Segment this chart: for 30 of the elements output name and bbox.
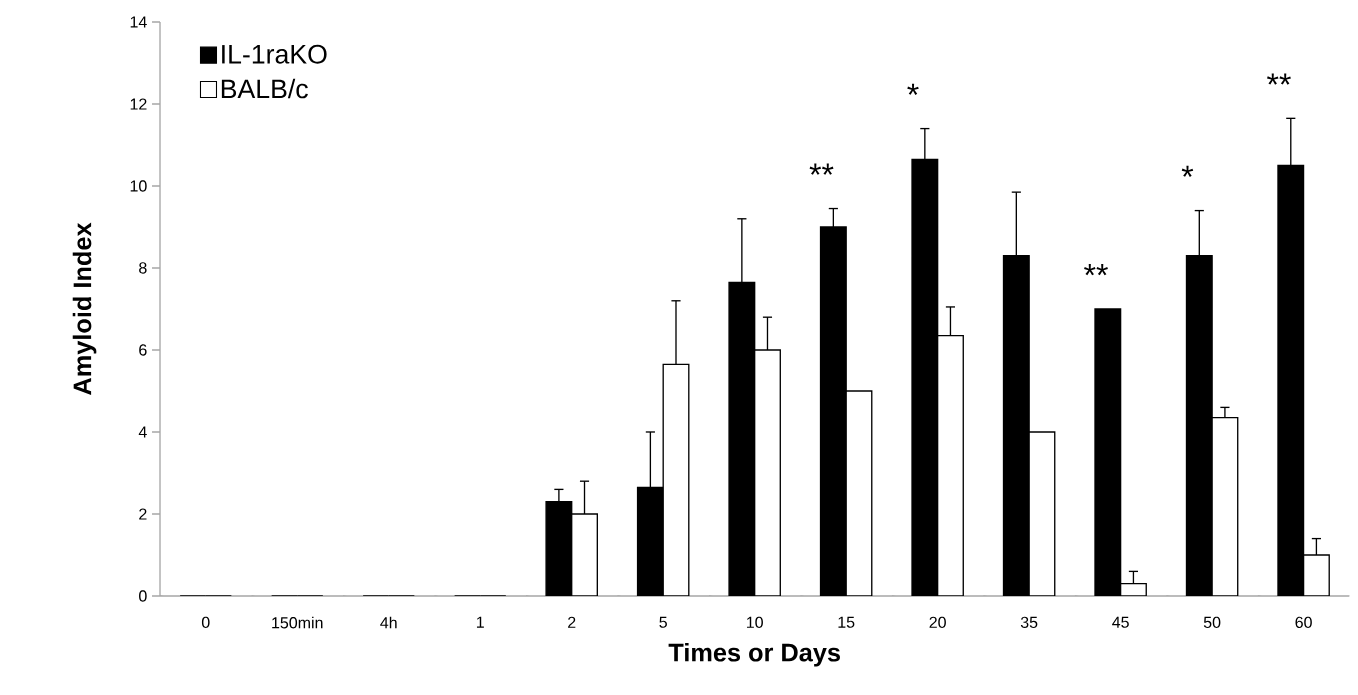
legend-label: IL-1raKO	[222, 44, 327, 64]
x-tick-label: 0	[201, 616, 210, 629]
x-tick-label: 4h	[380, 616, 397, 629]
y-tick-label: 0	[139, 590, 147, 602]
x-tick-label: 150min	[272, 616, 323, 629]
y-tick-label: 14	[130, 16, 147, 28]
x-tick-label: 2	[568, 616, 576, 628]
x-axis-title: Times or Days	[668, 642, 840, 667]
x-tick-label: 50	[1203, 616, 1221, 629]
x-tick-label: 1	[476, 616, 484, 628]
legend-label: BALB/c	[221, 78, 308, 99]
y-tick-label: 2	[139, 508, 147, 520]
y-tick-label: 4	[138, 426, 147, 438]
x-tick-label: 45	[1112, 616, 1129, 628]
x-tick-label: 20	[929, 616, 946, 629]
x-tick-label: 15	[838, 616, 855, 628]
y-axis-title: Amyloid Index	[72, 222, 97, 395]
y-tick-label: 10	[130, 180, 147, 192]
x-tick-label: 60	[1295, 616, 1312, 629]
y-tick-label: 12	[130, 98, 147, 110]
x-tick-label: 5	[659, 616, 667, 628]
x-tick-label: 35	[1020, 616, 1038, 629]
annotation: **	[1084, 264, 1108, 276]
x-tick-label: 10	[746, 616, 763, 629]
annotation: *	[907, 83, 919, 95]
y-tick-label: 8	[139, 262, 147, 274]
annotation: **	[1267, 73, 1291, 85]
annotation: **	[809, 163, 834, 175]
y-tick-label: 6	[139, 344, 147, 356]
annotation: *	[1181, 165, 1194, 177]
